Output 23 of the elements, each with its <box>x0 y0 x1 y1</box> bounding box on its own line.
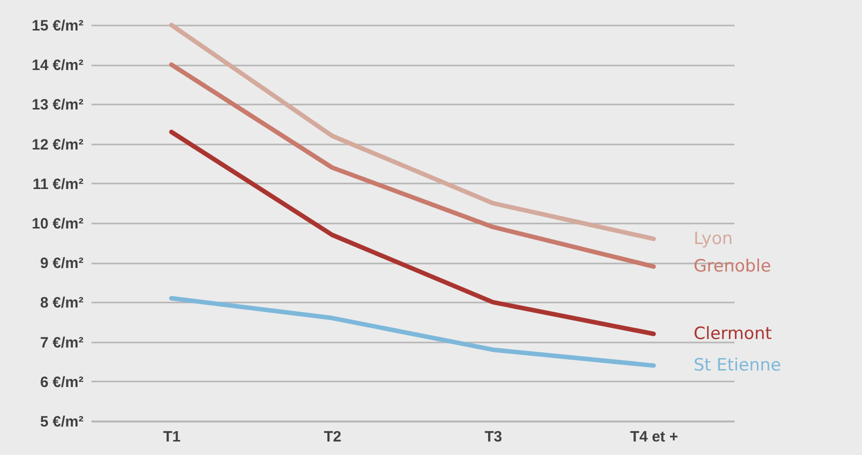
line-series <box>169 130 656 336</box>
text: St Etienne <box>694 356 782 376</box>
y-tick-label: 6 €/m² <box>40 374 84 391</box>
y-tick-label: 11 €/m² <box>32 176 84 193</box>
y-tick-label: 12 €/m² <box>32 136 84 154</box>
text: Grenoble <box>694 256 772 277</box>
text: Clermont <box>694 324 772 344</box>
x-tick-label: T1 <box>163 428 181 446</box>
y-tick-label: 7 €/m² <box>40 334 84 352</box>
y-tick-label: 9 €/m² <box>40 255 84 272</box>
line-series <box>169 22 656 242</box>
x-tick-label: T4 et + <box>630 428 678 446</box>
x-tick-label: T2 <box>324 428 342 446</box>
y-tick-label: 15 €/m² <box>32 18 84 34</box>
text: Lyon <box>694 228 733 249</box>
line-series <box>169 296 656 368</box>
y-tick-label: 10 €/m² <box>32 216 84 232</box>
y-tick-label: 14 €/m² <box>32 57 84 74</box>
x-tick-label: T3 <box>484 428 502 446</box>
line-series <box>169 62 656 269</box>
y-tick-label: 13 €/m² <box>32 96 84 114</box>
y-tick-label: 8 €/m² <box>40 294 84 312</box>
y-tick-label: 5 €/m² <box>40 414 84 430</box>
